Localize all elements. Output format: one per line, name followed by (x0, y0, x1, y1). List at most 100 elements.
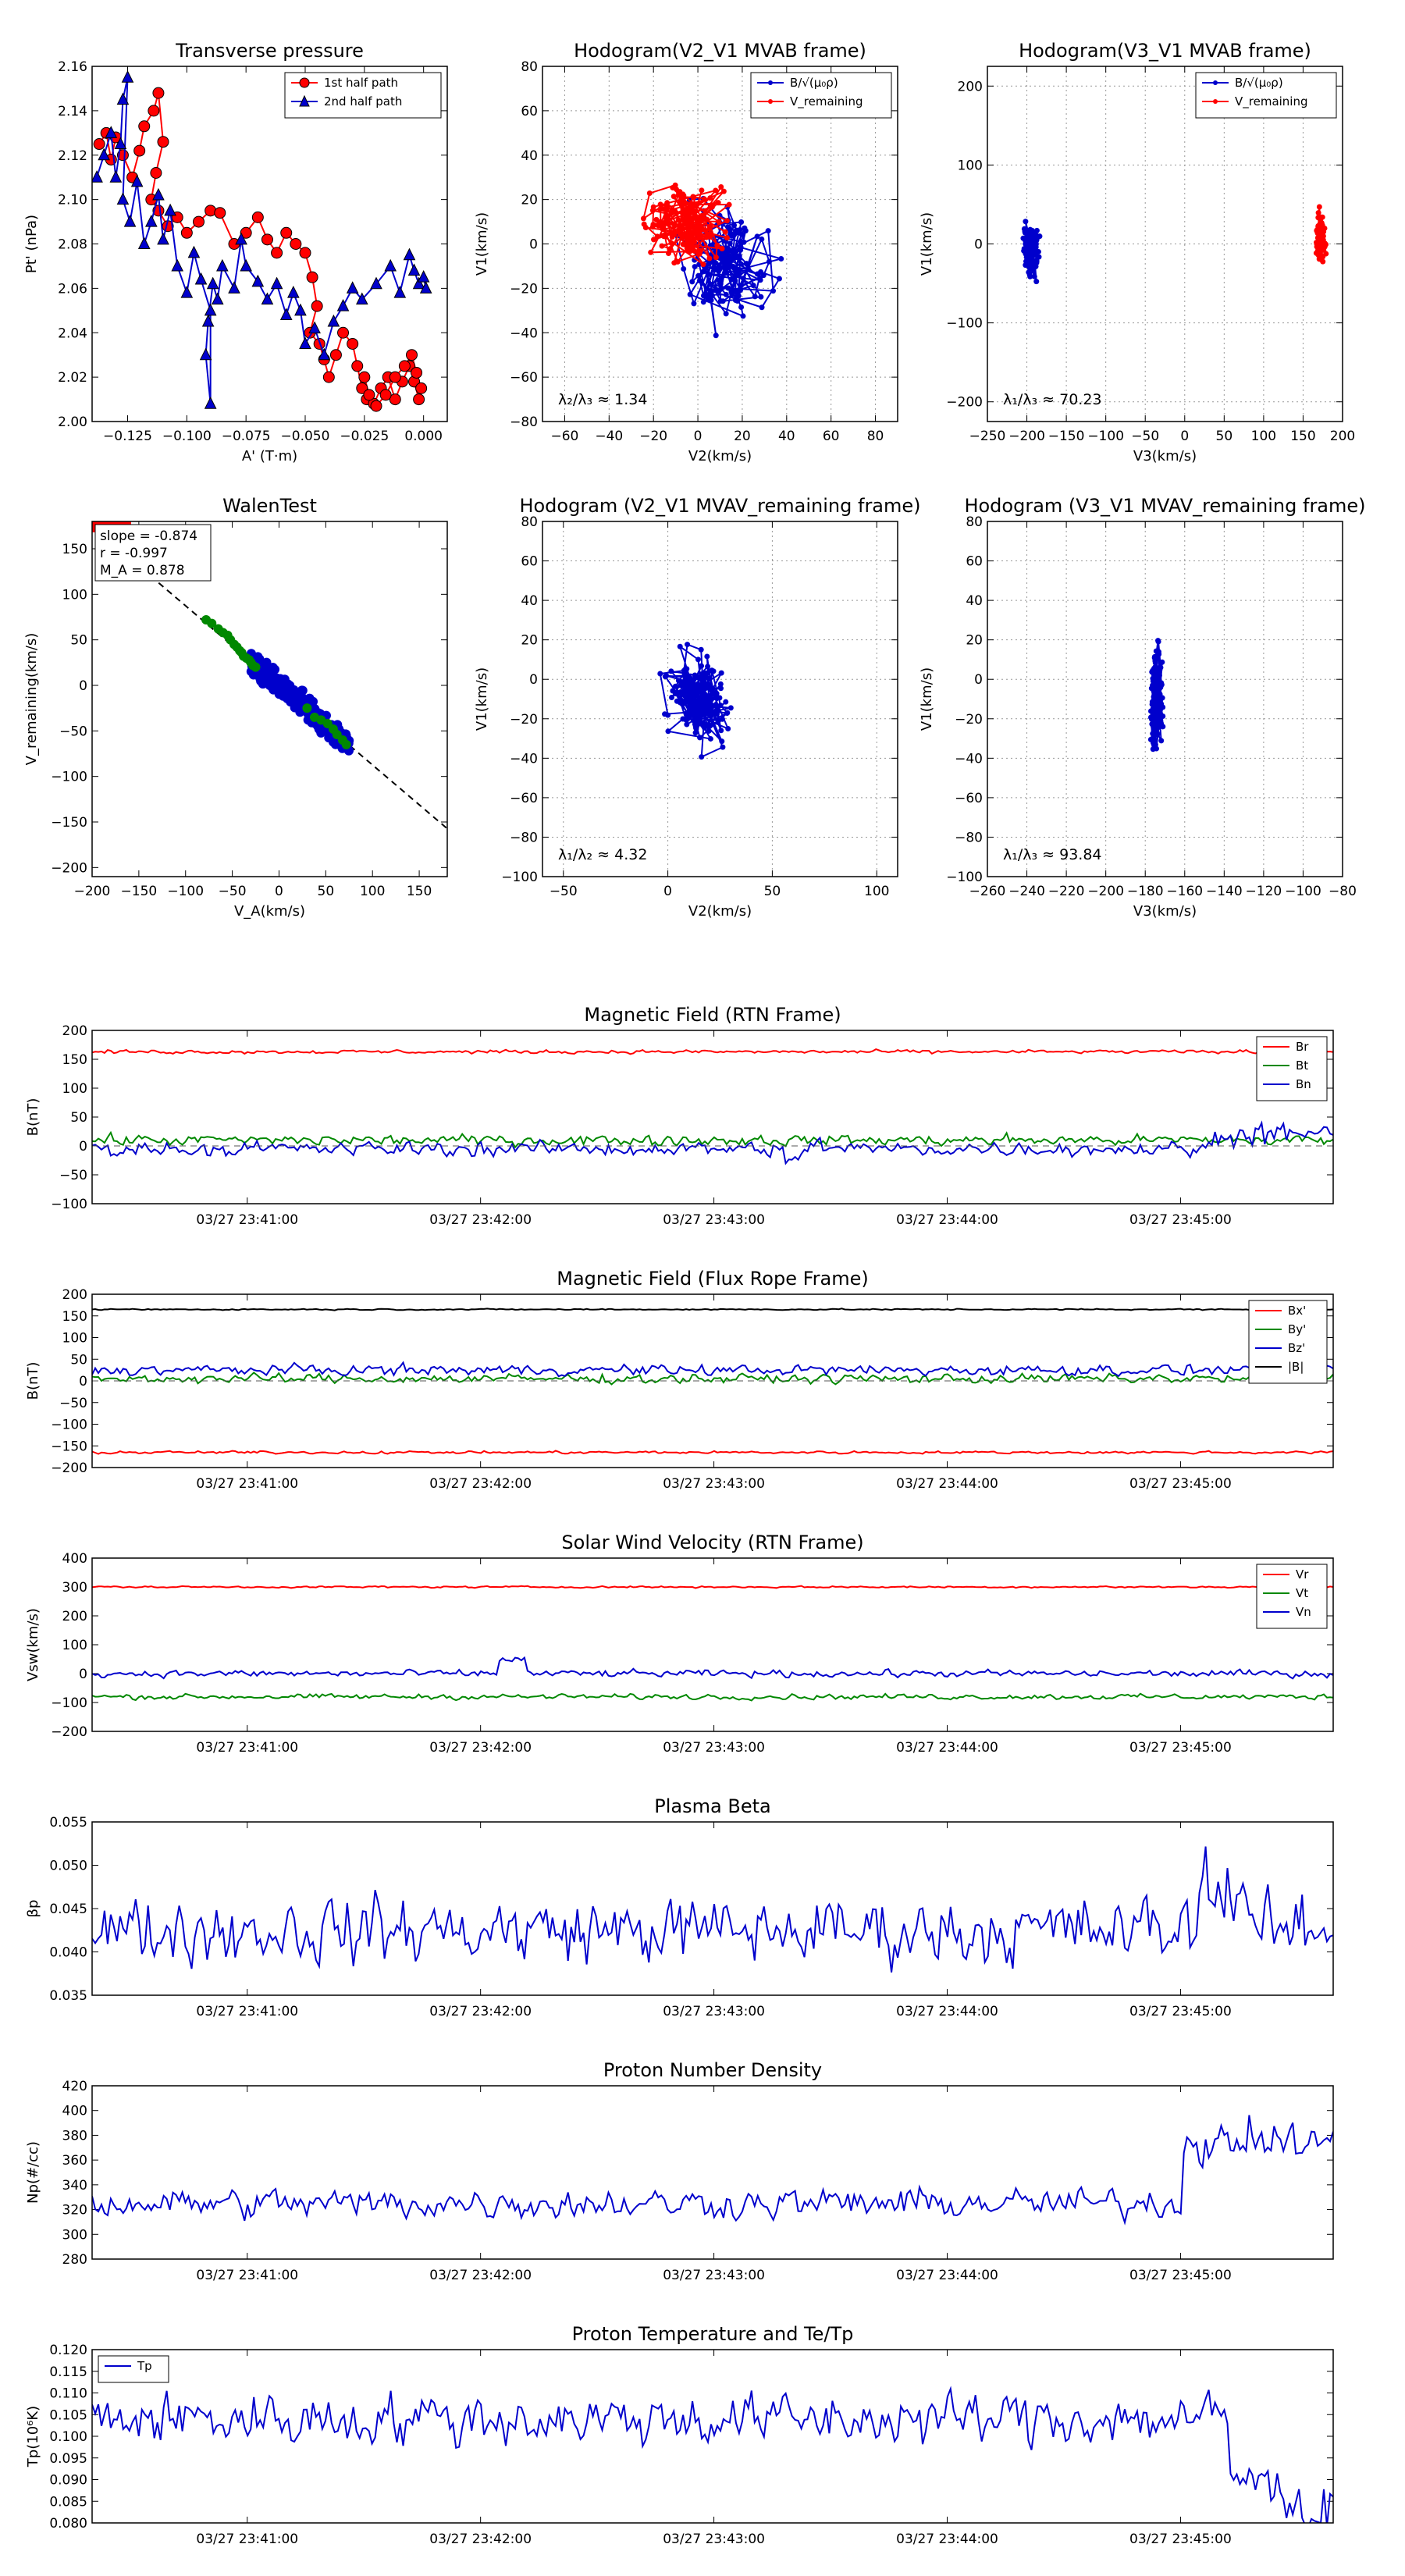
y-axis-label: V1(km/s) (474, 667, 490, 731)
data-point (706, 271, 712, 277)
eigenvalue-ratio: λ₁/λ₃ ≈ 70.23 (1003, 391, 1102, 408)
data-point (663, 673, 670, 679)
data-point (705, 664, 711, 670)
data-point (677, 643, 683, 649)
data-point (690, 703, 696, 709)
y-tick-label: 2.16 (58, 59, 87, 75)
legend: Bx' By' Bz' |B| (1248, 1300, 1328, 1384)
data-point (668, 668, 674, 674)
plot-frame (987, 521, 1343, 877)
y-tick-label: 0 (974, 672, 983, 688)
data-point (171, 258, 184, 272)
y-tick-label: 300 (62, 1580, 87, 1596)
legend-label: Bx' (1288, 1304, 1306, 1318)
legend-label: Bz' (1288, 1341, 1305, 1355)
x-tick-label: −20 (639, 429, 667, 444)
data-point (698, 247, 704, 254)
data-point (206, 276, 219, 290)
data-point (251, 274, 265, 287)
data-point (201, 314, 215, 327)
data-point (695, 272, 702, 279)
data-point (718, 685, 724, 692)
data-point (1159, 659, 1165, 665)
data-point (310, 704, 320, 714)
y-tick-label: 20 (521, 633, 538, 649)
y-tick-label: 360 (62, 2153, 87, 2169)
data-point (407, 263, 421, 276)
y-tick-label: 2.06 (58, 281, 87, 297)
data-point (207, 618, 217, 628)
data-point (692, 730, 699, 736)
y-axis-label: V1(km/s) (919, 667, 935, 731)
data-point (650, 204, 656, 210)
x-tick-label: −0.075 (222, 429, 271, 444)
data-point (738, 231, 745, 237)
legend-label: 1st half path (324, 76, 398, 90)
data-point (718, 670, 724, 676)
data-point (754, 233, 760, 240)
y-tick-label: 2.10 (58, 193, 87, 208)
data-point (105, 126, 118, 138)
y-tick-label: −20 (510, 281, 538, 297)
x-tick-label: −250 (969, 429, 1006, 444)
data-point (403, 247, 416, 261)
x-tick-label: 03/27 23:41:00 (196, 2004, 298, 2019)
data-point (290, 703, 300, 713)
data-point (695, 684, 702, 690)
legend-marker (1213, 99, 1218, 104)
y-tick-label: 100 (62, 1638, 87, 1653)
y-tick-label: 420 (62, 2079, 87, 2094)
chart-title: Hodogram (V3_V1 MVAV_remaining frame) (964, 495, 1365, 517)
walen-textbox: slope = -0.874 r = -0.997 M_A = 0.878 (94, 524, 212, 582)
data-point (1030, 247, 1036, 254)
data-point (193, 215, 205, 228)
x-tick-label: −0.050 (281, 429, 330, 444)
y-axis-label: Tp(10⁶K) (25, 2406, 41, 2467)
data-point (355, 292, 368, 305)
data-point (708, 233, 714, 239)
y-tick-label: 50 (70, 1352, 87, 1368)
data-point (1155, 665, 1161, 671)
y-tick-label: 0 (974, 237, 983, 253)
data-point (216, 258, 229, 272)
data-point (709, 702, 715, 708)
y-tick-label: −40 (510, 326, 538, 341)
legend-marker (1213, 80, 1218, 85)
data-point (347, 337, 359, 350)
data-point (1153, 648, 1159, 654)
data-point (714, 242, 720, 248)
plot-area (640, 182, 784, 339)
chart-title: Solar Wind Velocity (RTN Frame) (561, 1532, 863, 1553)
data-point (329, 349, 342, 361)
data-point (720, 258, 726, 265)
data-point (152, 187, 165, 201)
x-tick-label: −200 (1087, 884, 1124, 899)
y-tick-label: 0.050 (49, 1859, 87, 1874)
textbox-line: r = -0.997 (100, 546, 168, 561)
x-tick-label: 50 (318, 884, 335, 899)
x-tick-label: 0.000 (404, 429, 443, 444)
y-tick-label: 200 (62, 1609, 87, 1624)
chart-hodogram_v2v1_mvav: Hodogram (V2_V1 MVAV_remaining frame) −10… (474, 495, 921, 920)
data-point (738, 239, 744, 245)
plot-frame (91, 1293, 1334, 1468)
series-line-Vn (92, 1656, 1333, 1680)
data-point (758, 294, 764, 300)
data-point (358, 371, 371, 383)
y-tick-label: 200 (62, 1023, 87, 1039)
data-point (724, 710, 731, 717)
data-point (689, 279, 695, 285)
data-point (710, 690, 716, 696)
x-axis-label: V3(km/s) (1133, 448, 1197, 464)
data-point (738, 283, 744, 289)
y-tick-label: −200 (51, 860, 87, 876)
data-point (728, 289, 735, 295)
legend-label: Bn (1296, 1077, 1311, 1091)
x-tick-label: −220 (1048, 884, 1085, 899)
data-point (700, 293, 706, 299)
data-point (716, 219, 722, 225)
data-point (318, 347, 331, 361)
data-point (719, 738, 725, 745)
data-point (713, 333, 719, 339)
data-point (1151, 738, 1158, 744)
